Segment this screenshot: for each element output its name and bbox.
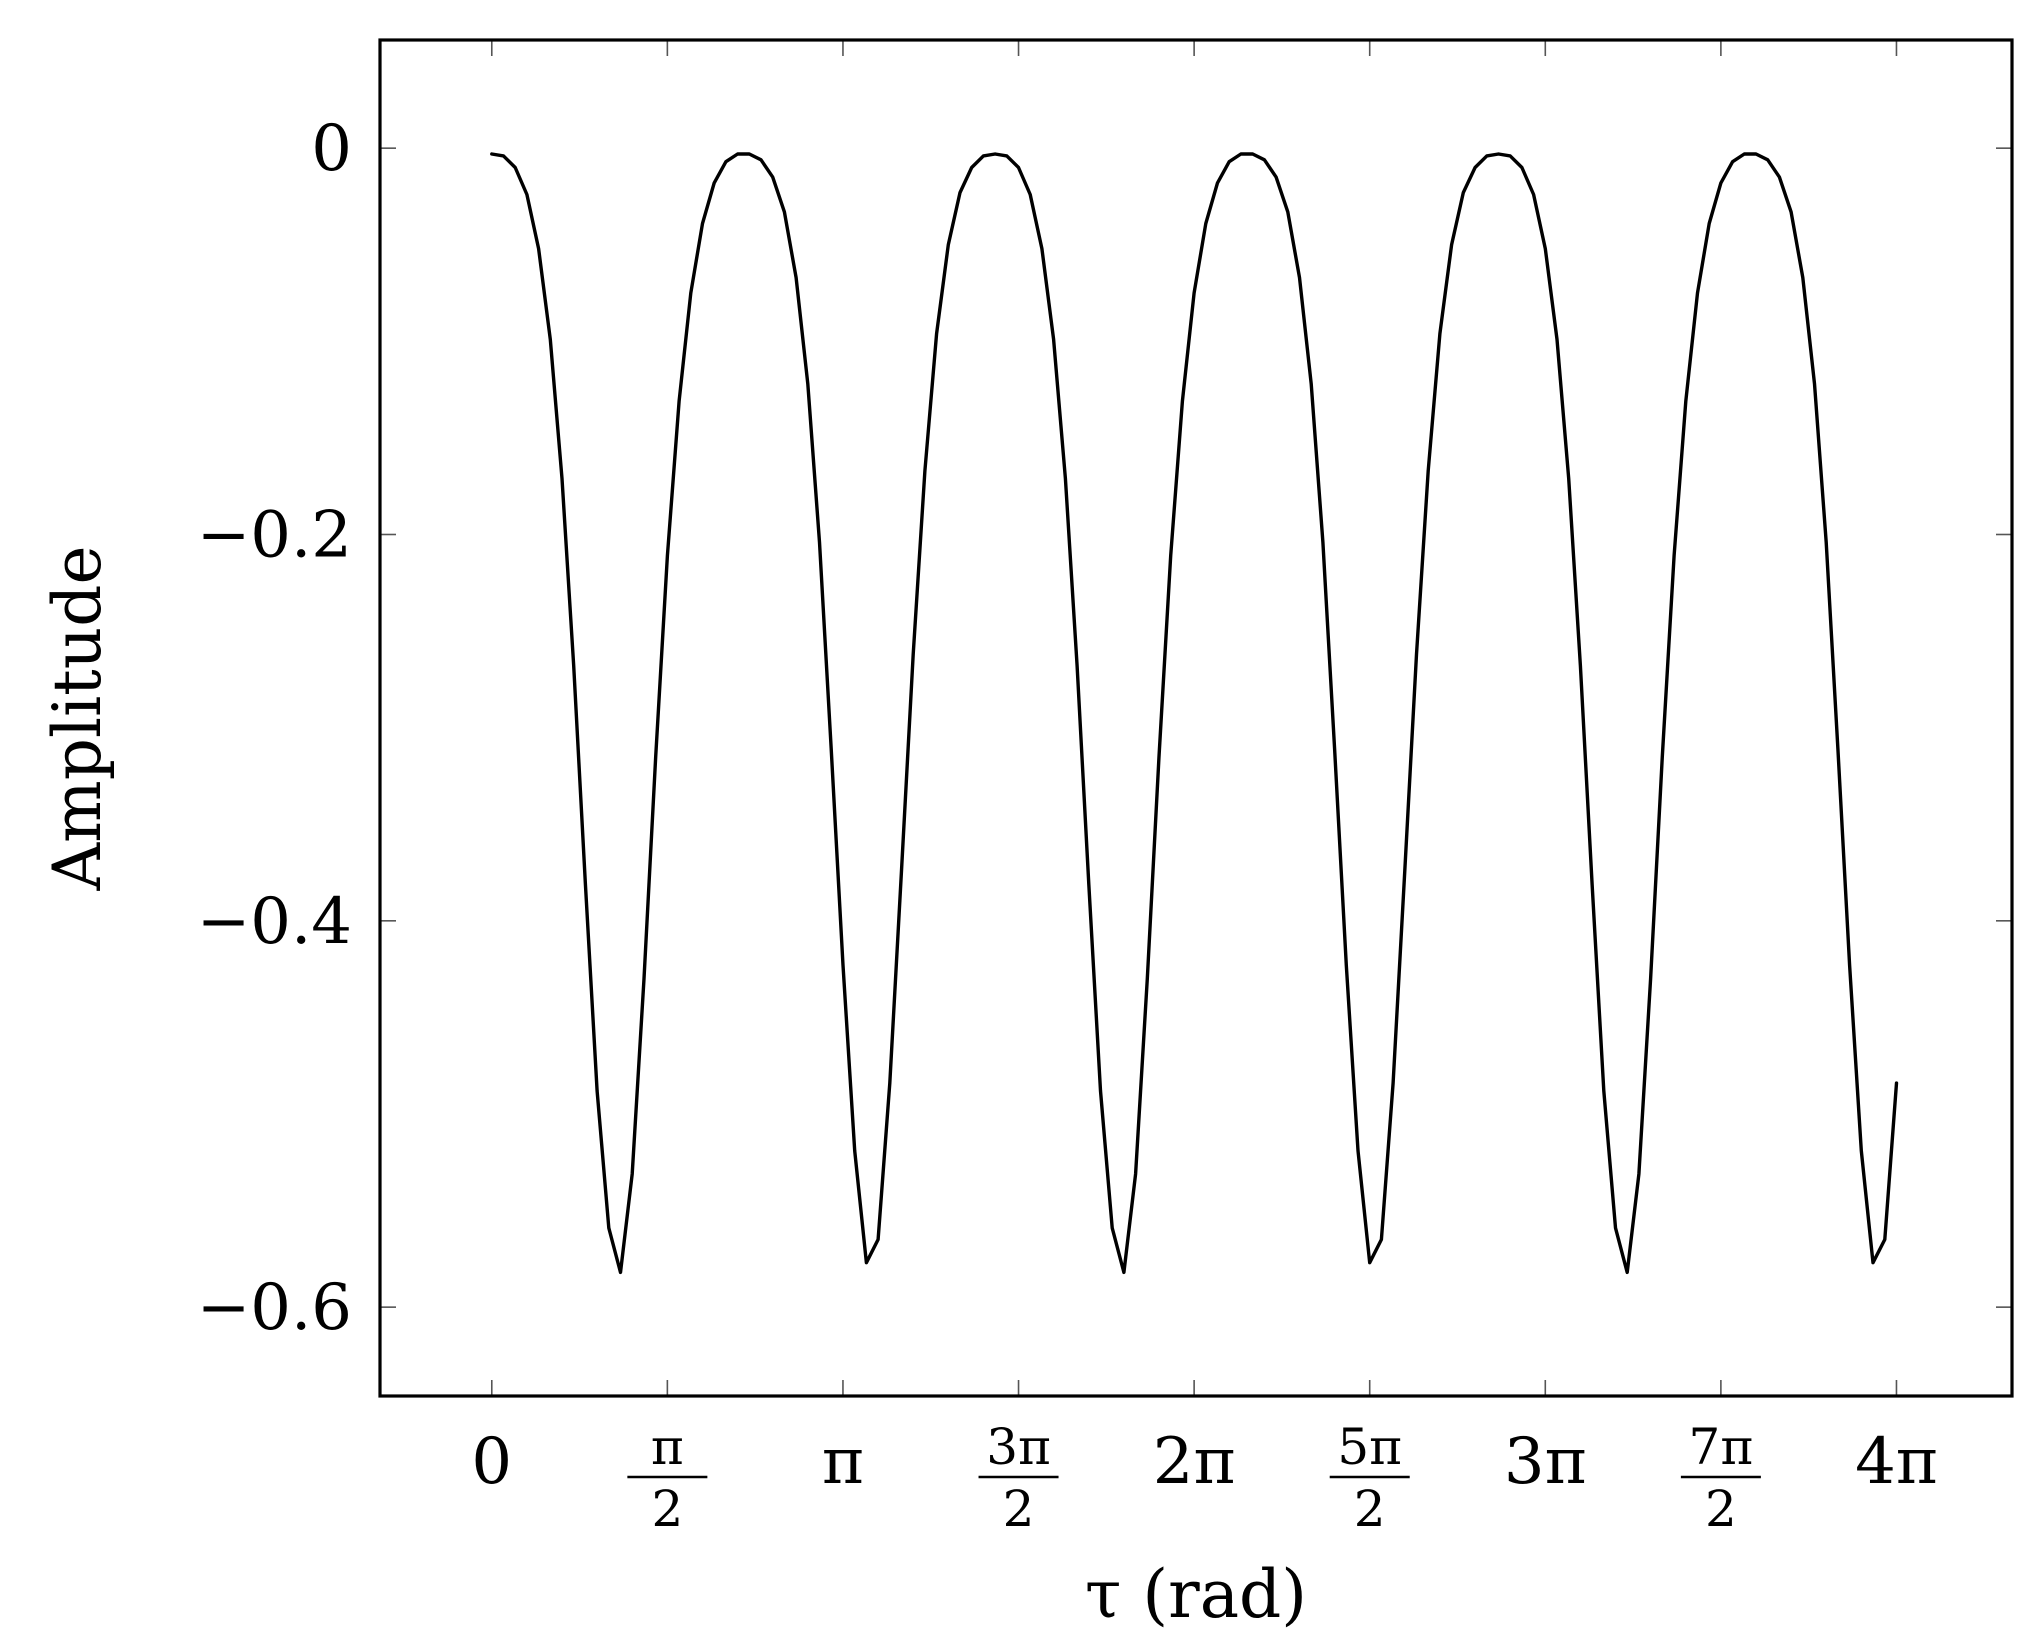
x-axis-title: τ (rad) xyxy=(1085,1556,1307,1630)
tick-marks xyxy=(380,40,2012,1396)
y-tick-label: −0.4 xyxy=(197,885,352,959)
y-tick-label: −0.2 xyxy=(197,498,352,572)
x-tick-label-denominator: 2 xyxy=(1705,1480,1737,1538)
y-axis-title: Amplitude xyxy=(39,545,116,891)
x-tick-label-numerator: π xyxy=(651,1418,684,1476)
x-tick-label: 2π xyxy=(1153,1425,1236,1499)
x-tick-label-denominator: 2 xyxy=(1003,1480,1035,1538)
x-tick-label: 3π xyxy=(1504,1425,1587,1499)
x-tick-label: 0 xyxy=(471,1425,512,1499)
series-line xyxy=(490,152,1899,1275)
y-tick-label: 0 xyxy=(311,112,352,186)
x-tick-label-denominator: 2 xyxy=(651,1480,683,1538)
x-tick-label-numerator: 7π xyxy=(1689,1418,1754,1476)
x-tick-label-numerator: 3π xyxy=(986,1418,1051,1476)
plot-frame xyxy=(378,38,2014,1398)
x-tick-label-denominator: 2 xyxy=(1354,1480,1386,1538)
y-tick-label: −0.6 xyxy=(197,1271,352,1345)
y-tick-labels: 0 −0.2 −0.4 −0.6 xyxy=(197,112,352,1345)
x-tick-label-numerator: 5π xyxy=(1337,1418,1402,1476)
x-tick-label: π xyxy=(822,1425,864,1499)
x-tick-label: 4π xyxy=(1855,1425,1938,1499)
